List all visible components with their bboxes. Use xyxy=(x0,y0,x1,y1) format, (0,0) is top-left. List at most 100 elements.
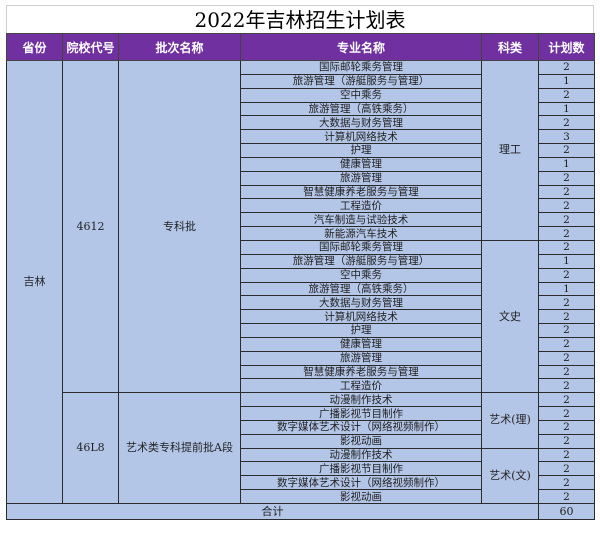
plan-count-cell: 2 xyxy=(538,461,595,477)
major-cell: 健康管理 xyxy=(240,336,482,352)
table-row: 数字媒体艺术设计（网络视频制作） 2 xyxy=(7,419,595,435)
plan-count-cell: 2 xyxy=(538,60,595,75)
enrollment-plan-sheet: 2022年吉林招生计划表 省份 院校代号 批次名称 专业名称 科类 计划数 吉林… xyxy=(6,5,595,520)
header-row: 省份 院校代号 批次名称 专业名称 科类 计划数 xyxy=(6,33,595,61)
table-row: 旅游管理（游艇服务与管理） 1 xyxy=(7,73,595,89)
major-cell: 影视动画 xyxy=(240,433,482,449)
table-row: 健康管理 2 xyxy=(7,336,595,352)
plan-count-cell: 2 xyxy=(538,336,595,352)
plan-count-cell: 1 xyxy=(538,281,595,297)
sheet-title: 2022年吉林招生计划表 xyxy=(6,5,594,33)
province-cell: 吉林 xyxy=(6,60,63,504)
category-cell: 艺术(文) xyxy=(481,447,539,505)
major-cell: 旅游管理 xyxy=(240,170,482,186)
category-cell: 文史 xyxy=(481,239,539,394)
major-cell: 国际邮轮乘务管理 xyxy=(240,239,482,255)
plan-count-cell: 2 xyxy=(538,226,595,241)
major-cell: 大数据与财务管理 xyxy=(240,295,482,311)
table-row: 吉林 4612 专科批 国际邮轮乘务管理 理工 2 xyxy=(6,59,595,504)
table-row: 护理 2 xyxy=(7,323,595,338)
table-row: 旅游管理（游艇服务与管理） 1 xyxy=(7,253,595,269)
plan-count-cell: 1 xyxy=(538,73,595,89)
plan-count-cell: 2 xyxy=(538,239,595,255)
header-province: 省份 xyxy=(6,33,63,61)
major-cell: 工程造价 xyxy=(240,198,482,214)
table-row: 汽车制造与试验技术 2 xyxy=(7,212,595,228)
enrollment-table: 省份 院校代号 批次名称 专业名称 科类 计划数 吉林 4612 专科批 国际邮轮乘务… xyxy=(6,33,595,520)
major-cell: 旅游管理 xyxy=(240,350,482,366)
table-row: 46L8 艺术类专科提前批A段 动漫制作技术 艺术(理) 2 xyxy=(7,392,595,504)
plan-count-cell: 3 xyxy=(538,129,595,145)
table-row: 动漫制作技术 艺术(文) 2 xyxy=(7,447,595,505)
major-cell: 数字媒体艺术设计（网络视频制作） xyxy=(240,419,482,435)
major-cell: 空中乘务 xyxy=(240,267,482,283)
plan-count-cell: 1 xyxy=(538,156,595,172)
major-cell: 动漫制作技术 xyxy=(240,392,482,408)
plan-count-cell: 2 xyxy=(538,392,595,408)
major-cell: 护理 xyxy=(240,323,482,338)
total-label: 合计 xyxy=(6,503,539,520)
total-count: 60 xyxy=(538,503,595,520)
major-cell: 国际邮轮乘务管理 xyxy=(240,60,482,75)
major-cell: 数字媒体艺术设计（网络视频制作） xyxy=(240,475,482,491)
table-row: 计算机网络技术 3 xyxy=(7,129,595,145)
table-row: 旅游管理（高铁乘务） 1 xyxy=(7,101,595,117)
major-cell: 空中乘务 xyxy=(240,87,482,103)
table-row: 旅游管理 2 xyxy=(7,350,595,366)
plan-count-cell: 2 xyxy=(538,489,595,504)
category-cell: 艺术(理) xyxy=(481,392,539,449)
plan-count-cell: 2 xyxy=(538,364,595,380)
major-cell: 汽车制造与试验技术 xyxy=(240,212,482,228)
batch-cell: 专科批 xyxy=(118,59,241,394)
major-cell: 影视动画 xyxy=(240,489,482,504)
plan-count-cell: 2 xyxy=(538,184,595,200)
category-cell: 理工 xyxy=(481,60,539,241)
table-row: 计算机网络技术 2 xyxy=(7,309,595,325)
major-cell: 广播影视节目制作 xyxy=(240,406,482,421)
major-cell: 动漫制作技术 xyxy=(240,447,482,463)
plan-count-cell: 2 xyxy=(538,433,595,449)
major-cell: 护理 xyxy=(240,143,482,158)
school-code-cell: 46L8 xyxy=(62,392,119,504)
table-row: 数字媒体艺术设计（网络视频制作） 2 xyxy=(7,475,595,491)
plan-count-cell: 2 xyxy=(538,198,595,214)
major-cell: 旅游管理（高铁乘务） xyxy=(240,101,482,117)
plan-count-cell: 2 xyxy=(538,378,595,394)
major-cell: 大数据与财务管理 xyxy=(240,115,482,131)
major-cell: 新能源汽车技术 xyxy=(240,226,482,241)
table-row: 广播影视节目制作 2 xyxy=(7,461,595,477)
major-cell: 智慧健康养老服务与管理 xyxy=(240,184,482,200)
plan-count-cell: 2 xyxy=(538,406,595,421)
plan-count-cell: 2 xyxy=(538,350,595,366)
major-cell: 旅游管理（游艇服务与管理） xyxy=(240,73,482,89)
table-row: 工程造价 2 xyxy=(7,378,595,394)
header-batch: 批次名称 xyxy=(118,33,241,61)
table-row: 智慧健康养老服务与管理 2 xyxy=(7,364,595,380)
plan-count-cell: 2 xyxy=(538,475,595,491)
plan-count-cell: 2 xyxy=(538,87,595,103)
total-row: 合计 60 xyxy=(6,503,595,520)
table-row: 影视动画 2 xyxy=(7,433,595,449)
plan-count-cell: 2 xyxy=(538,447,595,463)
major-cell: 工程造价 xyxy=(240,378,482,394)
major-cell: 旅游管理（游艇服务与管理） xyxy=(240,253,482,269)
plan-count-cell: 1 xyxy=(538,253,595,269)
major-cell: 计算机网络技术 xyxy=(240,129,482,145)
major-cell: 智慧健康养老服务与管理 xyxy=(240,364,482,380)
plan-count-cell: 2 xyxy=(538,309,595,325)
header-school-code: 院校代号 xyxy=(62,33,119,61)
plan-count-cell: 2 xyxy=(538,212,595,228)
batch-cell: 艺术类专科提前批A段 xyxy=(118,392,241,504)
table-row: 工程造价 2 xyxy=(7,198,595,214)
table-row: 广播影视节目制作 2 xyxy=(7,406,595,421)
plan-count-cell: 2 xyxy=(538,295,595,311)
plan-count-cell: 1 xyxy=(538,101,595,117)
header-plan-count: 计划数 xyxy=(538,33,595,61)
major-cell: 计算机网络技术 xyxy=(240,309,482,325)
school-code-cell: 4612 xyxy=(62,59,119,394)
table-row: 健康管理 1 xyxy=(7,156,595,172)
plan-count-cell: 2 xyxy=(538,115,595,131)
plan-count-cell: 2 xyxy=(538,323,595,338)
plan-count-cell: 2 xyxy=(538,419,595,435)
table-row: 护理 2 xyxy=(7,143,595,158)
